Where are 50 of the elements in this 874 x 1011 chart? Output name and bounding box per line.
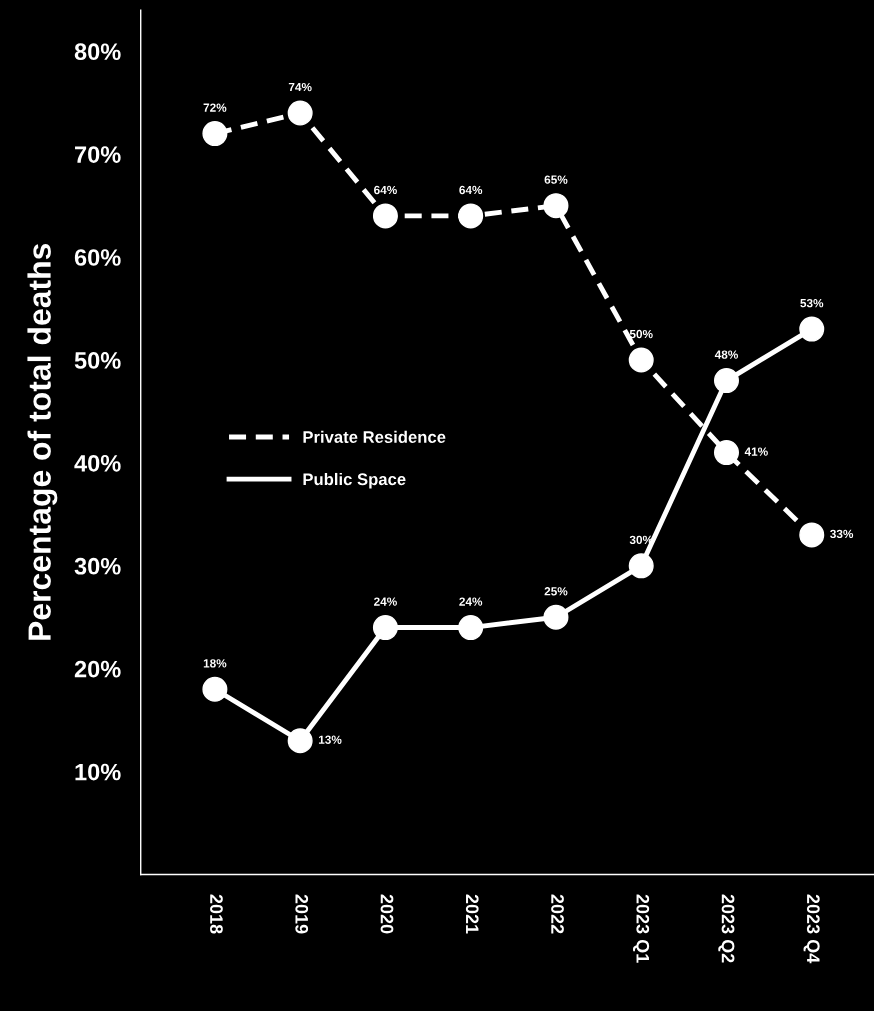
data-label: 65%	[544, 175, 568, 184]
point	[543, 193, 569, 219]
y-tick-label: 80%	[74, 43, 121, 61]
point	[372, 615, 398, 641]
y-tick-label: 60%	[74, 249, 121, 266]
point	[628, 553, 654, 579]
x-tick-label: 2023 Q1	[633, 894, 650, 963]
y-tick-label: 40%	[74, 454, 121, 472]
data-label: 25%	[544, 587, 568, 596]
x-tick-label: 2023 Q4	[803, 894, 820, 964]
point	[713, 440, 739, 466]
point	[287, 728, 313, 754]
data-label: 64%	[459, 185, 483, 195]
data-label: 24%	[374, 597, 397, 606]
point	[372, 203, 398, 229]
legend-label: Public Space	[303, 472, 406, 489]
point	[202, 676, 228, 702]
point	[458, 203, 484, 229]
point	[543, 604, 569, 630]
point	[287, 100, 313, 126]
data-label: 64%	[374, 185, 397, 195]
x-tick-label: 2020	[380, 894, 394, 934]
data-label: 48%	[714, 350, 738, 359]
y-axis-title: Percentage of total deaths	[27, 243, 58, 640]
point	[799, 316, 825, 342]
point	[713, 368, 739, 394]
y-tick-label: 10%	[75, 763, 121, 781]
point	[202, 121, 228, 147]
data-label: 18%	[203, 659, 227, 668]
data-label: 41%	[744, 447, 768, 456]
data-label: 74%	[288, 82, 312, 92]
x-tick-label: 2021	[465, 894, 479, 934]
data-label: 33%	[830, 529, 854, 539]
y-tick-label: 50%	[74, 352, 121, 369]
y-tick-label: 30%	[74, 557, 121, 575]
y-tick-label: 70%	[75, 146, 121, 163]
x-tick-label: 2022	[551, 894, 564, 934]
x-tick-label: 2018	[210, 894, 223, 934]
data-label: 24%	[459, 597, 483, 606]
data-label: 72%	[203, 103, 227, 112]
x-tick-label: 2023 Q2	[718, 894, 735, 963]
data-label: 50%	[629, 329, 653, 339]
point	[799, 522, 825, 548]
legend-label: Private Residence	[303, 430, 446, 443]
data-label: 53%	[800, 298, 824, 308]
point	[458, 615, 484, 641]
y-tick-label: 20%	[74, 660, 121, 678]
point	[628, 347, 654, 373]
data-label: 13%	[318, 735, 342, 744]
x-tick-label: 2019	[295, 894, 309, 934]
